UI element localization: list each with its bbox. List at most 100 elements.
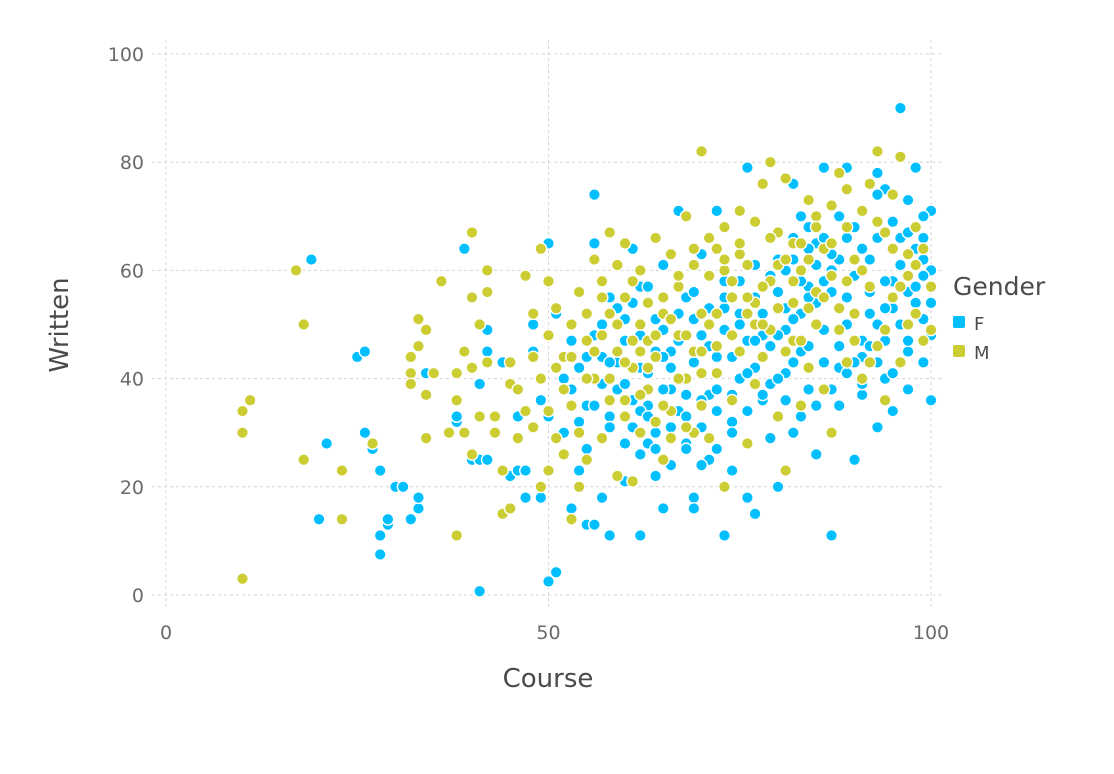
point-m [756,177,770,191]
point-f [320,437,334,451]
point-m [542,404,556,418]
point-m [618,290,632,304]
point-f [740,366,754,380]
point-f [717,528,731,542]
point-m [695,144,709,158]
point-m [564,350,578,364]
point-m [366,437,380,451]
point-f [740,404,754,418]
point-m [235,572,249,586]
point-m [526,350,540,364]
point-f [473,377,487,391]
x-tick-label: 0 [160,622,172,644]
point-f [748,507,762,521]
point-f [740,161,754,175]
point-f [373,528,387,542]
y-tick-label: 0 [132,585,144,607]
point-m [404,377,418,391]
point-f [587,518,601,532]
point-m [542,274,556,288]
point-m [825,198,839,212]
point-m [863,355,877,369]
point-f [572,415,586,429]
legend-title: Gender [953,272,1046,301]
point-f [725,426,739,440]
point-m [840,274,854,288]
point-m [687,242,701,256]
point-m [603,393,617,407]
point-f [832,339,846,353]
point-m [542,328,556,342]
point-f [411,501,425,515]
point-m [633,345,647,359]
grid [152,40,944,610]
point-m [526,307,540,321]
point-m [717,263,731,277]
point-f [633,528,647,542]
point-m [534,242,548,256]
point-m [618,393,632,407]
point-m [649,415,663,429]
point-f [870,420,884,434]
point-m [580,334,594,348]
point-f [687,491,701,505]
point-m [587,345,601,359]
point-f [656,258,670,272]
point-m [825,269,839,283]
point-m [419,431,433,445]
point-m [457,426,471,440]
point-f [901,382,915,396]
y-tick-label: 60 [120,260,144,282]
point-m [572,426,586,440]
point-f [595,318,609,332]
point-m [893,355,907,369]
point-m [809,209,823,223]
point-f [733,318,747,332]
point-m [924,323,938,337]
point-m [450,528,464,542]
point-m [733,345,747,359]
point-m [664,312,678,326]
point-m [740,258,754,272]
point-m [771,301,785,315]
point-f [480,345,494,359]
point-m [779,345,793,359]
point-m [572,285,586,299]
point-m [916,334,930,348]
point-m [771,409,785,423]
point-f [832,399,846,413]
point-m [679,328,693,342]
point-m [465,226,479,240]
point-f [358,345,372,359]
point-f [312,512,326,526]
point-f [817,161,831,175]
point-m [457,345,471,359]
point-f [855,388,869,402]
point-f [641,280,655,294]
point-f [786,355,800,369]
point-m [763,231,777,245]
point-m [335,464,349,478]
point-f [855,242,869,256]
point-m [557,447,571,461]
point-m [924,280,938,294]
point-m [534,372,548,386]
point-m [549,301,563,315]
point-m [886,188,900,202]
point-m [580,372,594,386]
point-f [664,361,678,375]
point-f [664,420,678,434]
point-f [786,312,800,326]
point-f [679,409,693,423]
point-m [717,253,731,267]
point-m [702,269,716,283]
point-m [695,399,709,413]
point-f [924,393,938,407]
point-m [863,177,877,191]
point-f [725,464,739,478]
point-f [840,231,854,245]
point-f [618,377,632,391]
point-m [656,290,670,304]
point-m [549,361,563,375]
point-m [480,263,494,277]
